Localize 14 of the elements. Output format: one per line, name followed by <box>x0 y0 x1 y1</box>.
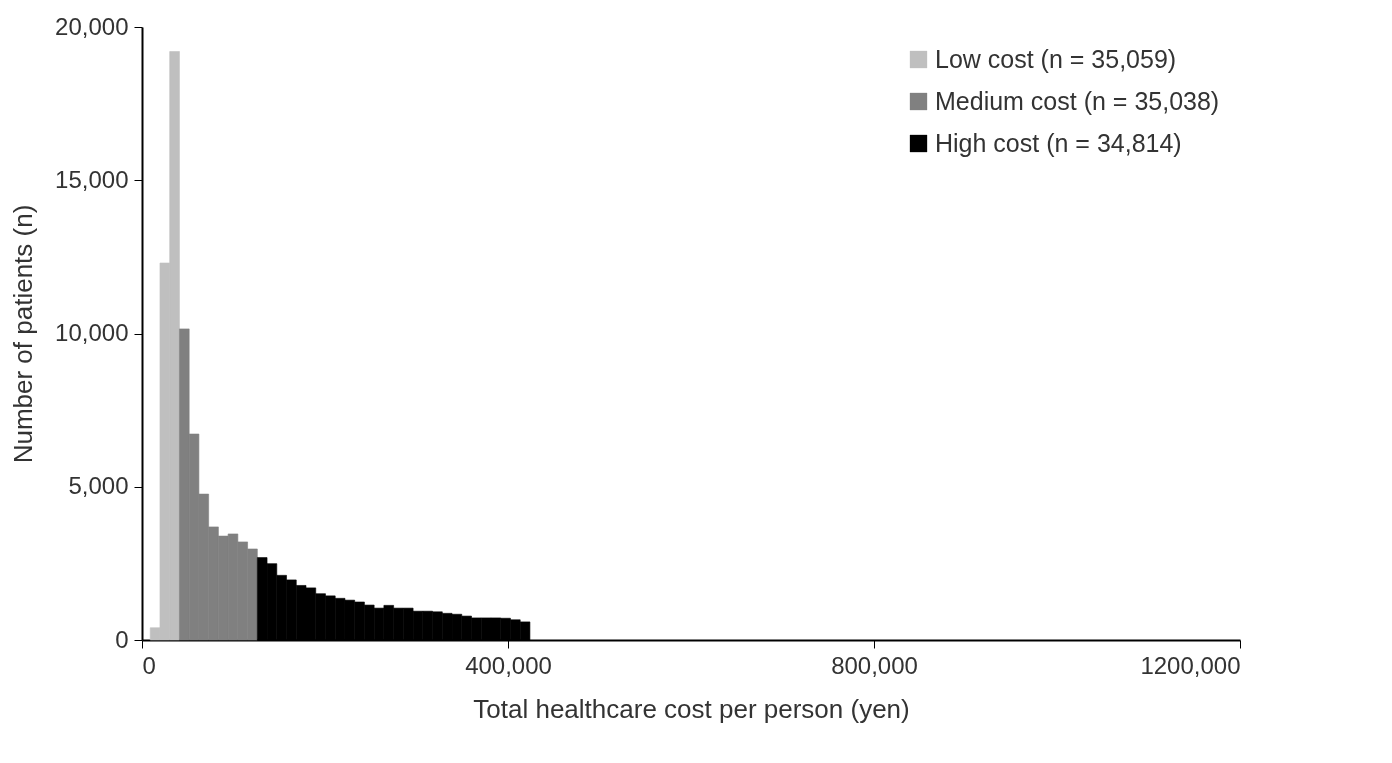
x-tick-label: 400,000 <box>465 651 552 679</box>
x-tick-label: 800,000 <box>831 651 918 679</box>
x-tick-label: 0 <box>142 651 156 679</box>
y-tick-label: 5,000 <box>68 472 129 500</box>
legend-label: Low cost (n = 35,059) <box>935 44 1177 73</box>
legend-label: Medium cost (n = 35,038) <box>935 86 1220 115</box>
x-tick-label: 1200,000 <box>1140 651 1241 679</box>
x-axis-title: Total healthcare cost per person (yen) <box>473 693 910 724</box>
y-tick-label: 10,000 <box>55 319 129 346</box>
y-axis-title: Number of patients (n) <box>8 204 39 464</box>
y-tick-label: 15,000 <box>55 165 129 193</box>
legend-label: High cost (n = 34,814) <box>935 128 1182 157</box>
y-tick-label: 20,000 <box>55 12 129 40</box>
y-tick-label: 0 <box>115 625 129 653</box>
